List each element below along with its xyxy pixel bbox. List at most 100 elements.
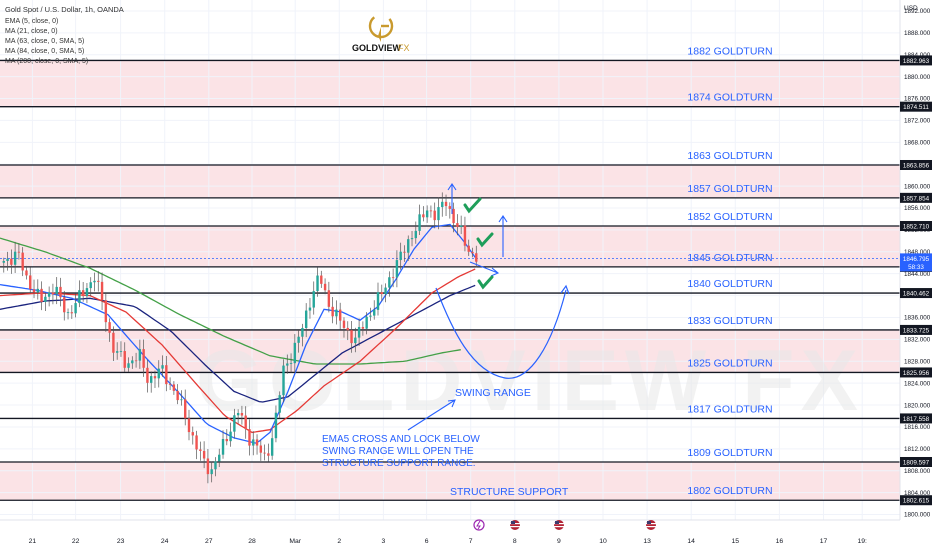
candle bbox=[410, 231, 414, 247]
candle bbox=[286, 354, 289, 374]
candle bbox=[278, 391, 281, 419]
candle-body bbox=[380, 292, 383, 295]
checkmark-2 bbox=[476, 232, 494, 248]
candle bbox=[304, 303, 308, 338]
candle bbox=[29, 267, 32, 294]
level-label: 1817 GOLDTURN bbox=[687, 403, 772, 415]
price-tick-label: 1876.000 bbox=[904, 96, 931, 103]
candle-body bbox=[459, 225, 463, 227]
note-line-1: EMA5 CROSS AND LOCK BELOW bbox=[322, 434, 480, 445]
legend-ma21[interactable]: MA (21, close, 0) bbox=[5, 28, 58, 35]
price-tag-box bbox=[900, 221, 932, 232]
up-arrow-1 bbox=[447, 183, 457, 214]
time-tick-label: 10 bbox=[599, 538, 607, 545]
candle-body bbox=[59, 286, 62, 298]
level-label: 1852 GOLDTURN bbox=[687, 211, 772, 223]
candle bbox=[312, 281, 315, 315]
note-arrow bbox=[407, 399, 456, 431]
legend-ma200[interactable]: MA (200, close, 0, SMA, 5) bbox=[5, 58, 88, 65]
time-tick-label: 8 bbox=[513, 538, 517, 545]
candle-body bbox=[316, 275, 319, 292]
candle-body bbox=[308, 307, 312, 311]
candle-body bbox=[414, 230, 417, 239]
current-price-text: 1846.795 bbox=[903, 256, 930, 263]
price-tag-8: 1825.956 bbox=[900, 367, 932, 378]
legend-ema5[interactable]: EMA (5, close, 0) bbox=[5, 18, 58, 25]
candle-body bbox=[369, 315, 372, 317]
candle-body bbox=[127, 363, 130, 368]
candle-body bbox=[467, 245, 470, 252]
candle bbox=[47, 286, 51, 307]
structure-support-label: STRUCTURE SUPPORT bbox=[450, 486, 569, 498]
price-tag-box bbox=[900, 324, 932, 335]
candle-body bbox=[85, 288, 89, 297]
candle bbox=[403, 245, 406, 262]
price-axis[interactable]: USD 1892.0001888.0001884.0001880.0001876… bbox=[899, 0, 932, 520]
candle bbox=[81, 281, 85, 302]
candle bbox=[350, 321, 353, 353]
price-tick-label: 1868.000 bbox=[904, 140, 931, 147]
candle-body bbox=[51, 292, 55, 295]
candle-body bbox=[403, 251, 406, 253]
candle bbox=[388, 271, 391, 297]
candle-body bbox=[10, 258, 13, 265]
candle bbox=[195, 430, 198, 460]
time-tick-label: 7 bbox=[469, 538, 473, 545]
candle-body bbox=[376, 292, 380, 310]
candle bbox=[459, 215, 463, 235]
candle-body bbox=[138, 349, 142, 361]
price-tag-text: 1857.854 bbox=[903, 195, 930, 202]
candle bbox=[395, 250, 399, 288]
candle-body bbox=[89, 282, 92, 289]
current-price-box bbox=[900, 253, 932, 272]
us-flag-icon bbox=[554, 520, 564, 530]
candle bbox=[108, 318, 111, 342]
candle-body bbox=[410, 238, 414, 240]
candle-body bbox=[267, 453, 270, 456]
candle bbox=[407, 235, 410, 261]
candle bbox=[127, 357, 130, 372]
candle-body bbox=[422, 214, 425, 218]
candle-body bbox=[342, 320, 346, 328]
price-tags: 1882.963 1874.511 1863.856 1857.854 1852.710… bbox=[900, 55, 932, 506]
candle bbox=[391, 268, 395, 288]
price-tick-label: 1824.000 bbox=[904, 380, 931, 387]
candle-body bbox=[21, 252, 24, 271]
candle-body bbox=[270, 438, 274, 456]
candle-body bbox=[475, 253, 478, 262]
candle-body bbox=[240, 413, 244, 416]
legend-ma63[interactable]: MA (63, close, 0, SMA, 5) bbox=[5, 38, 84, 45]
candle bbox=[74, 293, 77, 318]
candle-body bbox=[236, 413, 240, 416]
legend-ma84[interactable]: MA (84, close, 0, SMA, 5) bbox=[5, 48, 84, 55]
time-tick-label: 16 bbox=[776, 538, 784, 545]
time-axis[interactable]: 21 22 23 24 27 28 Mar 2 3 6 7 8 9 10 13 14 15 16 17 19: bbox=[0, 519, 932, 550]
event-icons[interactable] bbox=[473, 519, 656, 531]
candle-body bbox=[150, 376, 153, 383]
candle bbox=[218, 448, 221, 467]
candle-body bbox=[229, 431, 232, 442]
candle-body bbox=[361, 327, 365, 329]
candle-body bbox=[66, 312, 70, 314]
candle-body bbox=[199, 449, 202, 451]
candle bbox=[346, 321, 349, 341]
chart-title[interactable]: Gold Spot / U.S. Dollar, 1h, OANDA bbox=[5, 5, 124, 14]
price-tag-box bbox=[900, 495, 932, 506]
swing-curve-arrowhead bbox=[560, 284, 570, 295]
candle-body bbox=[206, 458, 210, 475]
candle-body bbox=[221, 439, 225, 455]
zone-band-2 bbox=[0, 226, 900, 267]
price-tick-label: 1888.000 bbox=[904, 30, 931, 37]
price-tag-1: 1874.511 bbox=[900, 101, 932, 112]
candle bbox=[320, 270, 323, 288]
candle bbox=[25, 265, 28, 280]
checkmark-3 bbox=[477, 275, 494, 290]
candle bbox=[210, 461, 213, 483]
candle bbox=[115, 342, 119, 360]
candle-body bbox=[373, 309, 376, 316]
candle bbox=[335, 300, 338, 325]
time-tick-label: 13 bbox=[643, 538, 651, 545]
logo-brand: GOLDVIEW bbox=[352, 43, 402, 53]
candle bbox=[418, 204, 421, 236]
